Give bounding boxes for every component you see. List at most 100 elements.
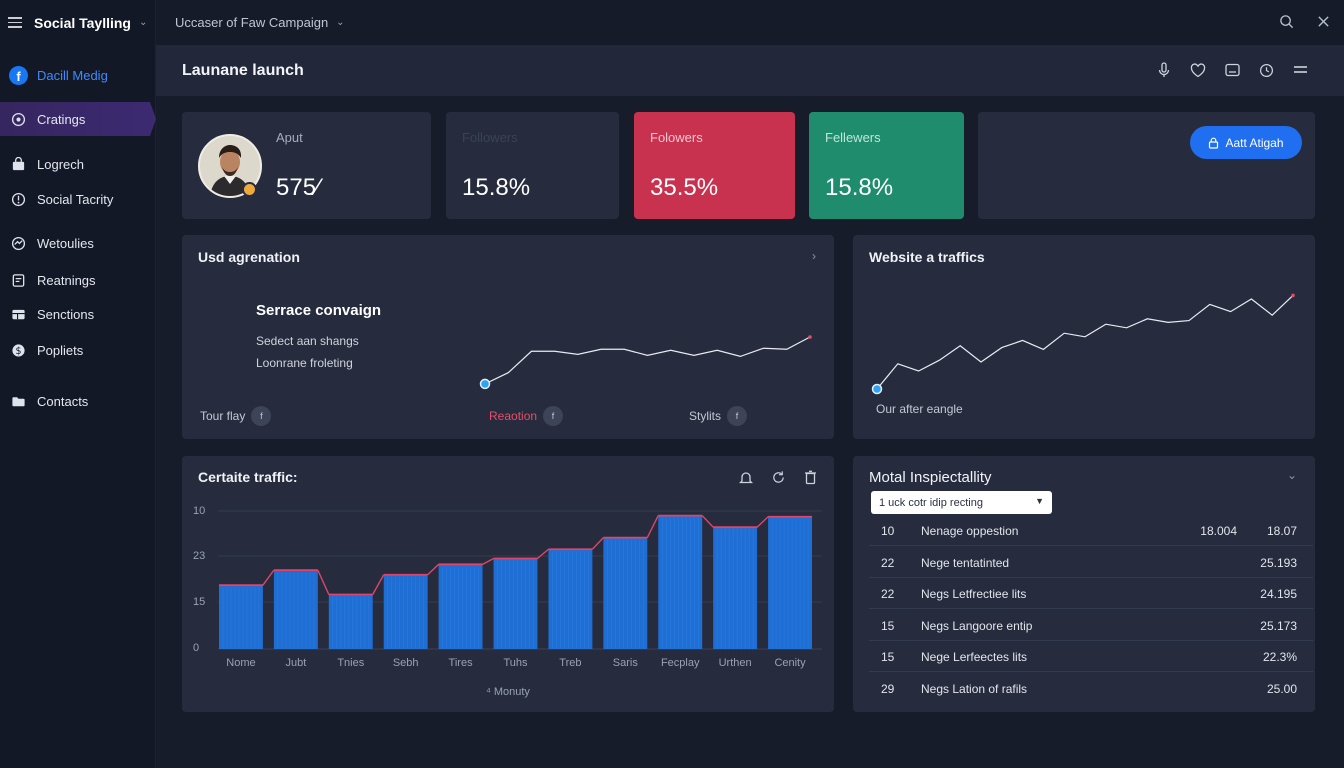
x-tick-label: Tires [448, 657, 473, 669]
coin-icon: $ [11, 343, 26, 358]
inspection-table-panel: Motal Inspiectallity ⌄ 1 uck cotr idip r… [853, 456, 1315, 712]
search-icon[interactable] [1279, 14, 1294, 34]
account-name: Dacill Medig [37, 67, 108, 83]
bar[interactable] [603, 537, 648, 649]
sidebar-item-cratings[interactable]: Cratings [0, 102, 156, 136]
stat-label: Folowers [650, 130, 703, 145]
folowers-stat-card[interactable]: Folowers 35.5% [634, 112, 795, 219]
refresh-icon[interactable] [770, 469, 786, 485]
table-row[interactable]: 15 Nege Lerfeectes lits 22.3% [869, 641, 1313, 672]
bar[interactable] [658, 515, 703, 649]
chevron-down-icon[interactable]: ⌄ [139, 17, 148, 28]
trash-icon[interactable] [802, 469, 818, 485]
legend-pill[interactable]: Tour flay f [200, 406, 272, 426]
microphone-icon[interactable] [1156, 62, 1172, 78]
panel-title: Usd agrenation [198, 249, 300, 265]
sidebar-item-popliets[interactable]: $ Popliets [0, 333, 156, 367]
globe-icon [11, 236, 26, 251]
bar-connector [427, 563, 440, 576]
sidebar-item-wetoulies[interactable]: Wetoulies [0, 226, 156, 260]
table-row[interactable]: 22 Negs Letfrectiee lits 24.195 [869, 578, 1313, 609]
end-point-marker [808, 335, 812, 339]
bar[interactable] [438, 564, 483, 649]
y-tick-label: 23 [193, 550, 206, 562]
table-row[interactable]: 10 Nenage oppestion 18.004 18.07 [869, 515, 1313, 546]
table-row[interactable]: 29 Negs Lation of rafils 25.00 [869, 673, 1313, 704]
bar[interactable] [493, 558, 538, 649]
legend-pill[interactable]: Reaotion f [489, 406, 564, 426]
row-value-b: 24.195 [1260, 587, 1297, 601]
close-icon[interactable] [1317, 15, 1330, 33]
sidebar-item-reatnings[interactable]: Reatnings [0, 263, 156, 297]
account-selector[interactable]: f Dacill Medig [0, 58, 156, 92]
chart-toolbar [738, 469, 818, 485]
header-toolbar [1156, 62, 1308, 78]
sidebar-item-label: Reatnings [37, 272, 96, 288]
sidebar-item-senctions[interactable]: Senctions [0, 297, 156, 331]
chevron-down-icon[interactable]: ⌄ [1286, 468, 1297, 482]
filter-dropdown[interactable]: 1 uck cotr idip recting ▼ [871, 491, 1052, 514]
service-line: Loonrane froleting [256, 356, 353, 370]
menu-lines-icon[interactable] [1292, 62, 1308, 78]
bar[interactable] [713, 527, 758, 649]
usage-panel: Usd agrenation › Serrace convaign Sedect… [182, 235, 834, 439]
add-action-button[interactable]: Aatt Atigah [1190, 126, 1302, 159]
bar[interactable] [383, 574, 428, 649]
dropdown-value: 1 uck cotr idip recting [879, 496, 983, 509]
traffic-chart-panel: Certaite traffic: 10 23 15 0 Nome Jubt Tni… [182, 456, 834, 712]
x-tick-label: Urthen [718, 657, 752, 669]
row-value-b: 25.193 [1260, 555, 1297, 570]
legend-pill[interactable]: Stylits f [689, 406, 748, 426]
x-tick-label: Tnies [337, 657, 365, 669]
bar[interactable] [328, 594, 373, 649]
sidebar-item-contacts[interactable]: Contacts [0, 384, 156, 418]
bar[interactable] [219, 585, 263, 649]
top-bar: Uccaser of Faw Campaign ⌄ [156, 0, 1344, 45]
brand-header[interactable]: Social Taylling ⌄ [0, 0, 156, 45]
sidebar-item-social-tacrity[interactable]: Social Tacrity [0, 182, 156, 216]
chevron-down-icon[interactable]: ⌄ [336, 17, 345, 28]
bar[interactable] [548, 549, 593, 649]
sidebar-item-logrech[interactable]: Logrech [0, 147, 156, 181]
profile-stat-card[interactable]: Aput 575⁄ [182, 112, 431, 219]
fellewers-stat-card[interactable]: Fellewers 15.8% [809, 112, 964, 219]
stat-label: Aput [276, 130, 303, 145]
website-traffic-panel: Website a traffics Our after eangle [853, 235, 1315, 439]
sidebar-item-label: Social Tacrity [37, 191, 114, 207]
folder-icon [11, 394, 26, 409]
stat-label: Fellewers [825, 130, 881, 145]
lock-icon [1209, 137, 1219, 149]
start-point-marker [479, 378, 491, 390]
x-tick-label: Saris [612, 657, 638, 669]
panel-title: Motal Inspiectallity [869, 469, 992, 486]
row-value-a: 18.004 [1200, 524, 1237, 538]
bar[interactable] [273, 570, 318, 649]
book-icon [11, 273, 26, 288]
bar-connector [537, 548, 549, 560]
stat-value: 575⁄ [276, 174, 321, 201]
hamburger-menu-icon[interactable] [8, 17, 22, 28]
grid-icon [11, 307, 26, 322]
clock-icon[interactable] [1258, 62, 1274, 78]
app-title: Social Taylling [34, 14, 131, 31]
bag-icon [11, 156, 26, 172]
table-row[interactable]: 15 Negs Langoore entip 25.173 [869, 610, 1313, 641]
bell-icon[interactable] [738, 469, 754, 485]
legend-badge: f [251, 406, 272, 426]
circle-dot-icon [11, 112, 26, 127]
sidebar-item-label: Senctions [37, 306, 95, 322]
followers-stat-card[interactable]: Followers 15.8% [446, 112, 619, 219]
x-tick-label: Sebh [392, 657, 419, 669]
row-name: Nege tentatinted [921, 555, 1010, 570]
sidebar: Social Taylling ⌄ f Dacill Medig Crating… [0, 0, 156, 768]
heart-icon[interactable] [1190, 62, 1206, 78]
window-icon[interactable] [1224, 62, 1240, 78]
x-tick-label: Tuhs [503, 657, 528, 669]
bar-connector [317, 569, 330, 595]
campaign-selector[interactable]: Uccaser of Faw Campaign [175, 15, 329, 30]
table-row[interactable]: 22 Nege tentatinted 25.193 [869, 547, 1313, 578]
chevron-right-icon[interactable]: › [812, 249, 816, 263]
bar[interactable] [768, 516, 812, 649]
svg-text:$: $ [16, 345, 22, 356]
facebook-icon: f [9, 65, 28, 85]
